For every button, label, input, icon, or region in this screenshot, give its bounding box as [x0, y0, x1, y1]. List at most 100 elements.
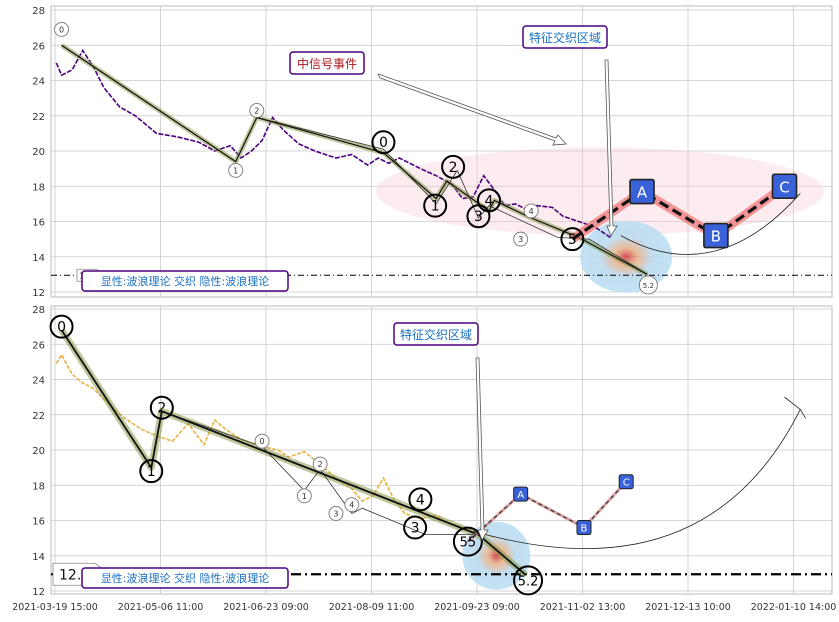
- projection-marker-text: A: [637, 184, 648, 202]
- y-tick-label: 26: [32, 340, 45, 351]
- info-box-text: 显性:波浪理论 交织 隐性:波浪理论: [101, 571, 269, 585]
- panel-bottom: 28262422201816141212.950123401234555.2AB…: [32, 305, 833, 598]
- panel-top: 28262422201816141212.95012345.2012345ABC…: [32, 5, 833, 299]
- wave-label-big-text: 1: [431, 199, 440, 215]
- projection-marker: [771, 173, 798, 200]
- wave-label-big-text: 0: [379, 135, 388, 151]
- x-tick-label: 2021-08-09 11:00: [329, 602, 415, 613]
- y-tick-label: 28: [32, 6, 45, 17]
- wave-label-big: [149, 395, 174, 420]
- y-tick-label: 28: [32, 305, 45, 316]
- y-tick-label: 16: [32, 218, 45, 229]
- y-tick-label: 24: [32, 376, 45, 387]
- wave-label-big-text: 4: [485, 193, 494, 209]
- wave-label-small: [254, 433, 270, 449]
- wave-label-big-text: 4: [416, 492, 425, 508]
- wave-label-big-text: 55: [460, 536, 477, 551]
- projection-marker-text: B: [581, 524, 588, 535]
- y-tick-label: 12: [32, 587, 45, 598]
- wave-label-big: [476, 188, 501, 213]
- forecast-arc: [620, 193, 801, 255]
- wave-label-small: [312, 456, 328, 472]
- y-tick-label: 22: [32, 411, 45, 422]
- wave-label-big: [139, 459, 164, 484]
- projection-line: [467, 481, 627, 543]
- wave-label-big-text: 1: [147, 464, 156, 480]
- wave-label-small: [228, 162, 244, 178]
- price-line: [55, 48, 611, 239]
- x-tick-label: 2021-09-23 09:00: [434, 602, 520, 613]
- zone-arrow: [475, 357, 489, 541]
- wave-label-big-text: 3: [411, 521, 420, 537]
- wave-label-small: [328, 506, 344, 521]
- wave-line: [61, 44, 648, 275]
- zone-annotation-box: [522, 25, 608, 49]
- interweave-zone: [580, 220, 673, 293]
- wave-label-small: [54, 21, 70, 37]
- projection-line: [571, 185, 786, 241]
- wave-line: [60, 329, 527, 576]
- signal-annotation-text: 中信号事件: [297, 56, 357, 71]
- wave-label-big-text: 3: [474, 209, 483, 225]
- projection-marker: [629, 178, 655, 205]
- wave-label-small: [296, 488, 312, 504]
- x-tick-label: 2021-12-13 10:00: [645, 602, 731, 613]
- wave-label-big-text: 2: [449, 160, 458, 176]
- y-tick-label: 18: [32, 481, 45, 492]
- wave-label-small-text: 5.2: [643, 282, 654, 290]
- wave-label-small-text: 1: [233, 166, 238, 175]
- wave-label-big: [49, 314, 74, 339]
- projection-marker-text: C: [623, 478, 630, 489]
- info-box: [81, 567, 289, 589]
- y-tick-label: 22: [32, 112, 45, 123]
- forecast-arc: [473, 409, 801, 549]
- wave-label-big: [560, 227, 585, 252]
- x-tick-label: 2021-06-23 09:00: [223, 602, 309, 613]
- y-tick-label: 16: [32, 517, 45, 528]
- zone-annotation-text: 特征交织区域: [400, 327, 472, 342]
- wave-label-small-text: 3: [518, 235, 523, 244]
- wave-label-big: [403, 515, 428, 540]
- wave-label-small-text: 1: [302, 492, 307, 501]
- projection-marker: [576, 520, 592, 536]
- forecast-arc-tick: [784, 396, 806, 419]
- projection-marker: [513, 486, 529, 502]
- y-tick-label: 20: [32, 147, 45, 158]
- y-tick-label: 18: [32, 182, 45, 193]
- wave-label-small-text: 2: [318, 460, 323, 469]
- wave-label-big: [441, 154, 466, 179]
- signal-annotation-box: [289, 51, 365, 75]
- y-tick-label: 24: [32, 77, 45, 88]
- wave-label-small: [523, 203, 539, 219]
- projection-marker: [703, 222, 729, 249]
- wave-label-big-text: 0: [57, 320, 66, 336]
- y-tick-label: 14: [32, 552, 45, 563]
- projection-marker-text: C: [779, 178, 789, 196]
- signal-zone-ellipse: [375, 147, 824, 236]
- wave-label-small-text: 0: [260, 437, 265, 446]
- x-tick-label: 2022-01-10 14:00: [751, 602, 837, 613]
- y-tick-label: 12: [32, 288, 45, 299]
- wave-label-big: [513, 565, 544, 596]
- wave-label-small-text: 3: [333, 509, 338, 518]
- zone-annotation-box: [393, 322, 479, 346]
- wave-label-small: [344, 497, 360, 513]
- y-tick-label: 26: [32, 41, 45, 52]
- wave-label-small: [513, 231, 529, 247]
- wave-label-small-text: 4: [349, 501, 354, 510]
- wave-label-small: [638, 275, 658, 295]
- zone-arrow: [604, 59, 618, 237]
- y-tick-label: 20: [32, 446, 45, 457]
- x-tick-label: 2021-05-06 11:00: [118, 602, 204, 613]
- info-box-text: 显性:波浪理论 交织 隐性:波浪理论: [101, 274, 269, 288]
- wave-label-small: [249, 103, 265, 118]
- x-tick-label: 2021-11-02 13:00: [540, 602, 626, 613]
- info-box: [81, 270, 289, 292]
- zone-annotation-text: 特征交织区域: [529, 30, 601, 45]
- y-tick-label: 14: [32, 253, 45, 264]
- wave-label-big: [408, 487, 433, 512]
- projection-marker: [618, 474, 634, 490]
- wave-label-small-text: 4: [529, 207, 534, 216]
